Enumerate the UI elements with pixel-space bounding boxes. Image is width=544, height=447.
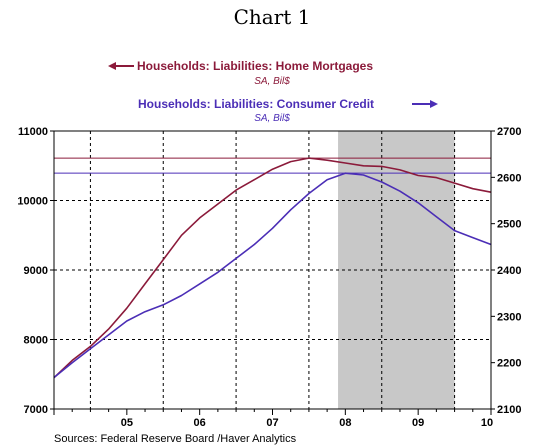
left-tick-label: 7000 (24, 404, 48, 416)
left-tick-label: 9000 (24, 265, 48, 277)
left-tick-label: 11000 (18, 126, 48, 138)
legend-consumer-credit-label: Households: Liabilities: Consumer Credit (138, 97, 374, 111)
x-tick-label: 05 (121, 417, 133, 429)
right-tick-label: 2600 (497, 172, 521, 184)
series-lines (53, 157, 492, 379)
source-note: Sources: Federal Reserve Board /Haver An… (54, 433, 297, 445)
left-tick-label: 10000 (17, 196, 48, 208)
left-tick-label: 8000 (24, 335, 48, 347)
reference-lines (54, 157, 491, 174)
x-tick-label: 07 (266, 417, 278, 429)
x-tick-label: 09 (412, 417, 424, 429)
right-tick-label: 2400 (497, 265, 521, 277)
right-tick-label: 2700 (497, 126, 521, 138)
x-tick-label: 06 (194, 417, 206, 429)
arrow-right-icon (412, 100, 438, 108)
x-tick-label: 08 (339, 417, 351, 429)
right-tick-label: 2100 (497, 404, 521, 416)
legend-mortgages-units: SA, Bil$ (254, 76, 290, 87)
chart-title: Chart 1 (234, 5, 311, 29)
axes: 05 06 07 08 09 10 7000 8000 9000 10000 11000 2100 22… (17, 126, 521, 429)
right-tick-label: 2200 (497, 358, 521, 370)
gridlines (54, 131, 491, 409)
right-tick-label: 2300 (497, 311, 521, 323)
mortgages-line (53, 157, 492, 379)
right-tick-label: 2500 (497, 219, 521, 231)
x-tick-label: 10 (481, 417, 493, 429)
legend-mortgages-label: Households: Liabilities: Home Mortgages (137, 59, 373, 73)
legend-mortgages: Households: Liabilities: Home Mortgages … (108, 59, 373, 87)
arrow-left-icon (108, 62, 134, 70)
legend-consumer-credit: Households: Liabilities: Consumer Credit… (138, 97, 438, 124)
legend-consumer-credit-units: SA, Bil$ (254, 113, 290, 124)
consumer-credit-line (53, 172, 492, 379)
